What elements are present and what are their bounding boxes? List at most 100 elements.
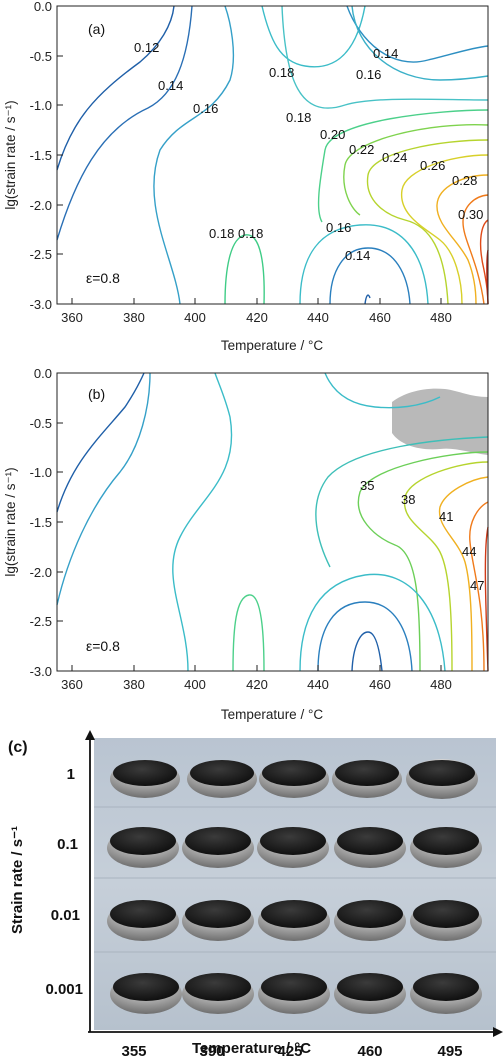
y-axis-label-a: lg(strain rate / s⁻¹) — [3, 100, 18, 209]
ticks-b — [57, 372, 442, 672]
sample-photo-grid-c: (c) Strain rate / s⁻¹ 1 0.1 0.01 0.001 3… — [8, 730, 503, 1060]
col-label: 355 — [121, 1043, 146, 1060]
x-tick-label: 420 — [246, 677, 268, 692]
x-tick-label: 460 — [369, 310, 391, 325]
y-tick-label: -2.0 — [30, 565, 52, 580]
y-tick-labels-b: 0.0 -0.5 -1.0 -1.5 -2.0 -2.5 -3.0 — [30, 367, 52, 679]
ticks-a — [57, 5, 442, 305]
contour-label: 0.18 — [269, 65, 294, 80]
y-axis-arrowhead — [85, 730, 95, 740]
sample-disc — [410, 973, 482, 1014]
contour-label: 0.30 — [458, 207, 483, 222]
strain-label-a: ε=0.8 — [86, 270, 120, 286]
y-tick-label: -1.0 — [30, 98, 52, 113]
panel-label-b: (b) — [88, 386, 105, 402]
contour-labels-b: 35 38 41 44 47 — [360, 478, 484, 593]
contour-label: 0.22 — [349, 142, 374, 157]
y-tick-label: -1.0 — [30, 465, 52, 480]
contour-label: 0.16 — [193, 101, 218, 116]
sample-disc — [182, 900, 254, 941]
contour-label: 44 — [462, 544, 476, 559]
sample-disc — [334, 827, 406, 868]
contour-label: 47 — [470, 578, 484, 593]
contour-plot-a: 0.0 -0.5 -1.0 -1.5 -2.0 -2.5 -3.0 360 38… — [3, 0, 489, 353]
sample-disc — [187, 760, 257, 798]
sample-disc — [334, 900, 406, 941]
y-tick-label: -3.0 — [30, 664, 52, 679]
contour-label: 38 — [401, 492, 415, 507]
x-tick-label: 360 — [61, 310, 83, 325]
y-tick-labels-a: 0.0 -0.5 -1.0 -1.5 -2.0 -2.5 -3.0 — [30, 0, 52, 312]
contour-plot-b: 0.0 -0.5 -1.0 -1.5 -2.0 -2.5 -3.0 360 38… — [3, 367, 489, 722]
row-label: 1 — [67, 766, 75, 783]
x-tick-labels-a: 360 380 400 420 440 460 480 — [61, 310, 452, 325]
contour-label: 0.14 — [373, 46, 398, 61]
x-tick-label: 400 — [184, 677, 206, 692]
sample-disc — [182, 973, 254, 1014]
y-tick-label: -0.5 — [30, 49, 52, 64]
x-tick-label: 380 — [123, 310, 145, 325]
y-tick-label: -2.5 — [30, 247, 52, 262]
sample-disc — [259, 760, 329, 798]
contour-label: 0.18 — [209, 226, 234, 241]
x-tick-label: 440 — [307, 310, 329, 325]
y-tick-label: -0.5 — [30, 416, 52, 431]
x-axis-label-b: Temperature / °C — [221, 707, 323, 722]
panel-label-a: (a) — [88, 21, 105, 37]
col-label: 460 — [357, 1043, 382, 1060]
y-tick-label: -2.5 — [30, 614, 52, 629]
x-tick-label: 380 — [123, 677, 145, 692]
x-axis-label-c: Temperature / °C — [191, 1040, 312, 1057]
contour-label: 0.28 — [452, 173, 477, 188]
contour-label: 0.14 — [345, 248, 370, 263]
x-tick-label: 420 — [246, 310, 268, 325]
x-axis-arrowhead — [493, 1027, 503, 1037]
contour-label: 41 — [439, 509, 453, 524]
sample-disc — [182, 827, 254, 868]
sample-disc — [258, 973, 330, 1014]
contour-label: 35 — [360, 478, 374, 493]
contour-label: 0.24 — [382, 150, 407, 165]
x-tick-label: 480 — [430, 677, 452, 692]
contour-label: 0.16 — [326, 220, 351, 235]
sample-disc — [110, 760, 180, 798]
y-axis-label-b: lg(strain rate / s⁻¹) — [3, 467, 18, 576]
row-label: 0.01 — [51, 907, 80, 924]
sample-disc — [410, 827, 482, 868]
contour-label: 0.12 — [134, 40, 159, 55]
x-tick-label: 440 — [307, 677, 329, 692]
x-tick-label: 400 — [184, 310, 206, 325]
row-label: 0.001 — [45, 981, 83, 998]
col-label: 425 — [277, 1043, 302, 1060]
contour-label: 0.26 — [420, 158, 445, 173]
sample-row-1 — [110, 759, 478, 799]
sample-disc — [107, 900, 179, 941]
contour-label: 0.18 — [286, 110, 311, 125]
contour-labels-a: 0.12 0.14 0.14 0.16 0.16 0.18 0.18 0.18 … — [134, 40, 483, 263]
contour-label: 0.20 — [320, 127, 345, 142]
contour-label: 0.14 — [158, 78, 183, 93]
contour-lines-b — [56, 372, 489, 672]
x-tick-label: 460 — [369, 677, 391, 692]
col-label: 390 — [199, 1043, 224, 1060]
y-tick-label: 0.0 — [34, 367, 52, 381]
y-tick-label: -2.0 — [30, 198, 52, 213]
contour-label: 0.16 — [356, 67, 381, 82]
sample-disc — [406, 759, 478, 799]
x-tick-labels-b: 360 380 400 420 440 460 480 — [61, 677, 452, 692]
sample-disc — [332, 760, 402, 798]
x-axis-label-a: Temperature / °C — [221, 338, 323, 353]
panel-label-c: (c) — [8, 739, 28, 756]
y-axis-label-c: Strain rate / s⁻¹ — [9, 826, 26, 934]
col-label: 495 — [437, 1043, 462, 1060]
sample-disc — [257, 827, 329, 868]
sample-disc — [110, 973, 182, 1014]
sample-disc — [107, 827, 179, 868]
x-tick-label: 480 — [430, 310, 452, 325]
y-tick-label: 0.0 — [34, 0, 52, 14]
sample-row-3 — [107, 900, 482, 941]
y-tick-label: -1.5 — [30, 148, 52, 163]
sample-disc — [258, 900, 330, 941]
sample-row-2 — [107, 827, 482, 868]
sample-disc — [334, 973, 406, 1014]
